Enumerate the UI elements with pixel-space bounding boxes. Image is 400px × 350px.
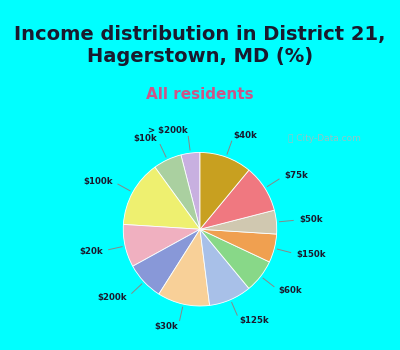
- Wedge shape: [200, 229, 276, 262]
- Text: All residents: All residents: [146, 87, 254, 102]
- Wedge shape: [181, 153, 200, 229]
- Wedge shape: [200, 153, 249, 229]
- Text: ⓘ City-Data.com: ⓘ City-Data.com: [288, 134, 361, 143]
- Text: $20k: $20k: [79, 246, 103, 256]
- Text: $75k: $75k: [284, 171, 308, 180]
- Wedge shape: [200, 210, 277, 234]
- Text: $10k: $10k: [134, 134, 158, 144]
- Wedge shape: [200, 170, 274, 229]
- Wedge shape: [155, 155, 200, 229]
- Text: $60k: $60k: [279, 286, 302, 295]
- Wedge shape: [159, 229, 210, 306]
- Text: $30k: $30k: [154, 322, 178, 331]
- Wedge shape: [200, 229, 249, 306]
- Wedge shape: [124, 167, 200, 229]
- Text: Income distribution in District 21,
Hagerstown, MD (%): Income distribution in District 21, Hage…: [14, 26, 386, 66]
- Text: > $200k: > $200k: [148, 126, 188, 135]
- Text: $100k: $100k: [83, 177, 112, 186]
- Text: $40k: $40k: [234, 131, 258, 140]
- Text: $125k: $125k: [240, 316, 269, 325]
- Text: $150k: $150k: [297, 250, 326, 259]
- Text: $200k: $200k: [98, 293, 127, 302]
- Wedge shape: [123, 224, 200, 266]
- Wedge shape: [133, 229, 200, 294]
- Wedge shape: [200, 229, 270, 288]
- Text: $50k: $50k: [299, 215, 323, 224]
